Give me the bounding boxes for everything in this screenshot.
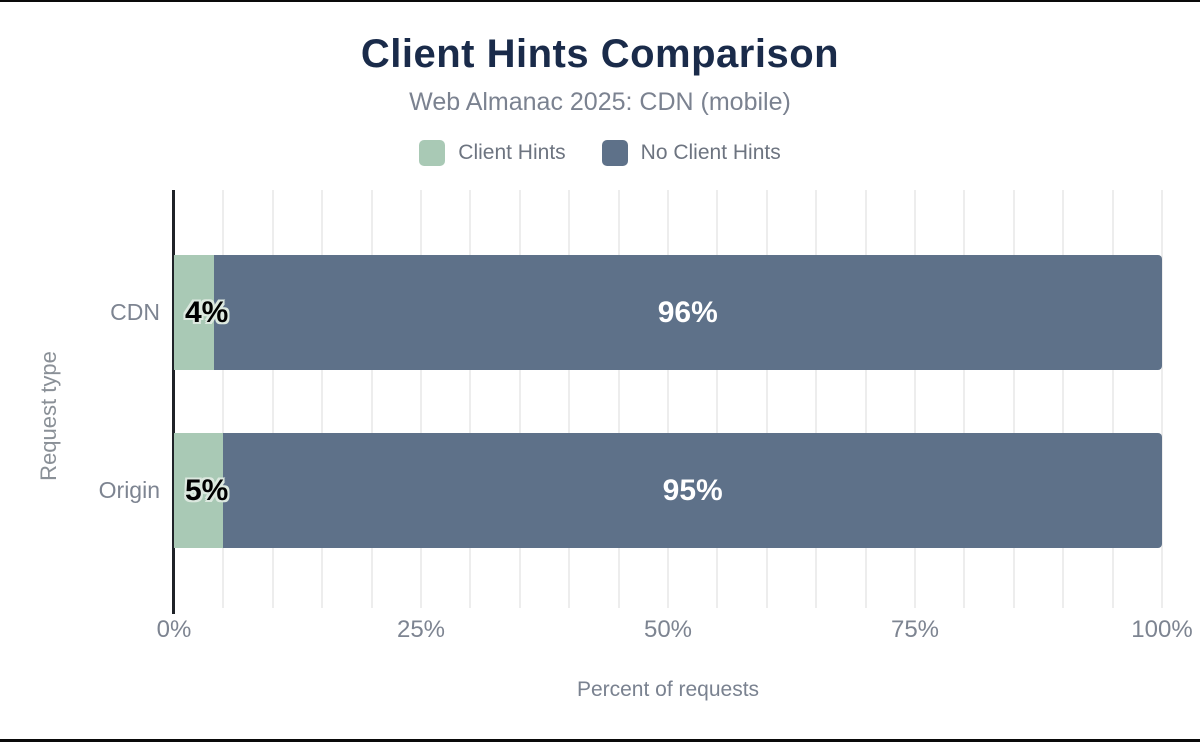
gridline	[815, 190, 818, 608]
gridline	[420, 190, 422, 608]
category-label-origin: Origin	[98, 477, 160, 503]
gridline	[617, 190, 620, 608]
bar-segment-no-client-hints[interactable]: 96%	[213, 255, 1162, 370]
plot-area: 96% 4% 95% 5%	[172, 190, 1163, 614]
legend-swatch-client-hints	[419, 140, 446, 166]
gridline	[914, 190, 916, 608]
legend: Client Hints No Client Hints	[0, 140, 1200, 166]
gridline	[518, 190, 521, 608]
gridline	[370, 190, 373, 608]
gridline	[1062, 190, 1065, 608]
value-label-client-hints: 5%	[185, 473, 229, 507]
gridline	[765, 190, 768, 608]
value-label-no-client-hints: 95%	[662, 473, 723, 507]
y-axis-line	[172, 190, 175, 614]
gridline	[1161, 190, 1163, 608]
bar-segment-client-hints[interactable]	[174, 255, 214, 370]
x-tick-label-25: 25%	[396, 616, 446, 643]
gridline	[716, 190, 719, 608]
gridline	[1012, 190, 1015, 608]
x-tick-label-50: 50%	[643, 616, 693, 643]
legend-label: Client Hints	[458, 141, 566, 164]
gridline	[963, 190, 966, 608]
value-label-client-hints: 4%	[185, 295, 229, 329]
category-label-cdn: CDN	[110, 299, 160, 325]
bar-segment-client-hints[interactable]	[174, 433, 224, 548]
chart-title: Client Hints Comparison	[360, 32, 840, 76]
bottom-edge-strip	[0, 739, 1200, 742]
legend-swatch-no-client-hints	[601, 140, 628, 166]
x-axis-title: Percent of requests	[576, 678, 760, 701]
gridline	[568, 190, 571, 608]
gridline	[271, 190, 274, 608]
x-tick-label-75: 75%	[890, 616, 940, 643]
x-tick-label-100: 100%	[1131, 616, 1193, 643]
bar-row-cdn: 96% 4%	[174, 255, 1162, 370]
gridline	[222, 190, 225, 608]
gridline	[469, 190, 472, 608]
gridline	[1111, 190, 1114, 608]
legend-item-no-client-hints[interactable]: No Client Hints	[601, 140, 781, 166]
legend-label: No Client Hints	[640, 141, 781, 164]
bar-row-origin: 95% 5%	[174, 433, 1162, 548]
x-tick-label-0: 0%	[156, 616, 192, 643]
bar-segment-no-client-hints[interactable]: 95%	[223, 433, 1162, 548]
legend-item-client-hints[interactable]: Client Hints	[419, 140, 566, 166]
gridline	[864, 190, 867, 608]
chart-subtitle: Web Almanac 2025: CDN (mobile)	[409, 88, 791, 116]
value-label-no-client-hints: 96%	[657, 295, 718, 329]
top-edge-strip	[0, 0, 1200, 2]
gridline	[667, 190, 669, 608]
gridline	[321, 190, 324, 608]
